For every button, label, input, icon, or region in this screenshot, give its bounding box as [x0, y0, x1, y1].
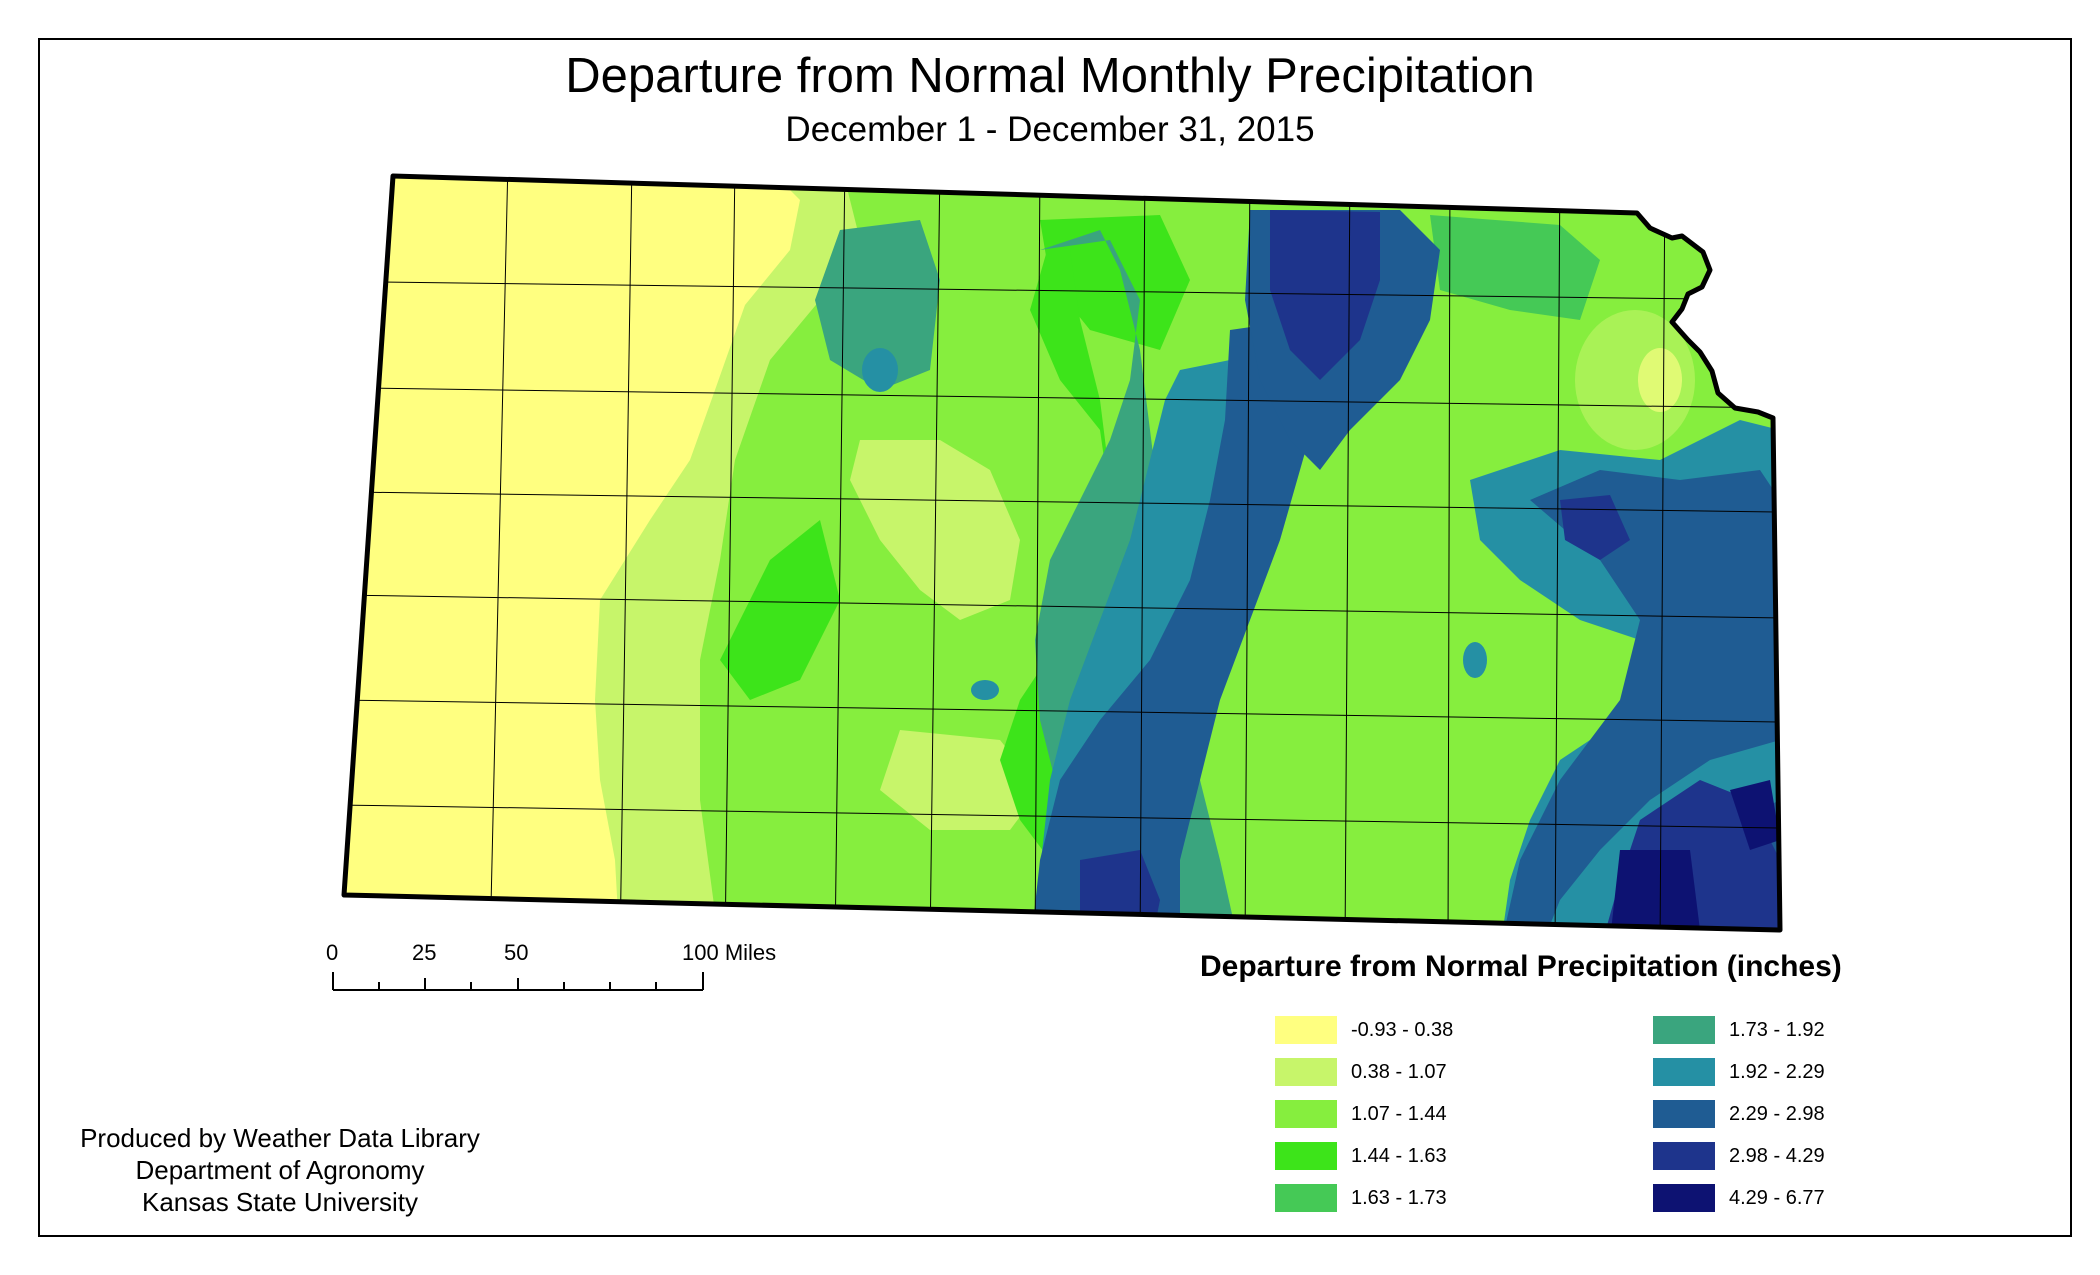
zone-light-green-central-2: [880, 730, 1040, 830]
spot-teal-1: [862, 348, 898, 392]
zone-teal-nw: [815, 220, 940, 390]
legend-swatch: [1275, 1058, 1337, 1086]
credit-line-3: Kansas State University: [141, 1187, 418, 1217]
kansas-outline: [341, 173, 1783, 933]
spot-teal-2: [971, 680, 999, 700]
zone-bright-green-1: [1040, 215, 1190, 350]
credit-line-2: Department of Agronomy: [135, 1155, 425, 1185]
legend-swatch: [1275, 1100, 1337, 1128]
legend-label: 1.73 - 1.92: [1729, 1018, 1825, 1041]
map-frame: [38, 38, 2072, 1237]
legend-label: -0.93 - 0.38: [1351, 1018, 1454, 1041]
legend-swatch: [1653, 1100, 1715, 1128]
zone-navy-east: [1560, 495, 1630, 560]
legend-label: 2.98 - 4.29: [1729, 1144, 1825, 1167]
credit-line-1: Produced by Weather Data Library: [80, 1123, 480, 1153]
legend-label: 1.63 - 1.73: [1351, 1186, 1447, 1209]
scale-bar: [332, 972, 704, 991]
scale-label-50: 50: [504, 940, 529, 965]
legend-swatch: [1275, 1016, 1337, 1044]
legend-item: 1.92 - 2.29: [1653, 1057, 1825, 1087]
legend-label: 1.92 - 2.29: [1729, 1060, 1825, 1083]
legend-item: 2.98 - 4.29: [1653, 1141, 1825, 1171]
legend-item: 1.07 - 1.44: [1275, 1099, 1447, 1129]
county-lines: [344, 176, 1780, 930]
spot-lightgreen-ne: [1575, 310, 1695, 450]
precipitation-fill: [344, 176, 1780, 930]
legend-swatch: [1653, 1184, 1715, 1212]
scale-label-0: 0: [326, 940, 339, 965]
zone-deep-navy-se: [1610, 850, 1700, 930]
scale-label-100: 100 Miles: [682, 940, 777, 965]
legend-label: 2.29 - 2.98: [1729, 1102, 1825, 1125]
legend-swatch: [1653, 1142, 1715, 1170]
legend-title: Departure from Normal Precipitation (inc…: [1200, 950, 1842, 983]
zone-bright-green-2: [720, 520, 840, 700]
zone-navy-north: [1270, 210, 1380, 380]
legend-swatch: [1275, 1184, 1337, 1212]
zone-yellow-west: [344, 176, 800, 930]
legend-label: 1.07 - 1.44: [1351, 1102, 1447, 1125]
legend-swatch: [1653, 1058, 1715, 1086]
credits: Produced by Weather Data Library Departm…: [60, 1122, 500, 1218]
legend-swatch: [1275, 1142, 1337, 1170]
zone-blue-east: [1500, 470, 1780, 930]
map-subtitle: December 1 - December 31, 2015: [785, 110, 1315, 149]
legend-swatch: [1653, 1016, 1715, 1044]
zone-deep-navy-e: [1730, 780, 1780, 850]
legend-item: 4.29 - 6.77: [1653, 1183, 1825, 1213]
legend-item: -0.93 - 0.38: [1275, 1015, 1453, 1045]
legend-item: 1.63 - 1.73: [1275, 1183, 1447, 1213]
zone-teal-ne: [1430, 215, 1600, 320]
legend-label: 0.38 - 1.07: [1351, 1060, 1447, 1083]
legend-item: 1.73 - 1.92: [1653, 1015, 1825, 1045]
legend-label: 4.29 - 6.77: [1729, 1186, 1825, 1209]
legend-label: 1.44 - 1.63: [1351, 1144, 1447, 1167]
legend-item: 1.44 - 1.63: [1275, 1141, 1447, 1171]
legend-item: 0.38 - 1.07: [1275, 1057, 1447, 1087]
spot-teal-3: [1463, 642, 1487, 678]
map-title: Departure from Normal Monthly Precipitat…: [565, 49, 1535, 103]
scale-label-25: 25: [412, 940, 437, 965]
legend-item: 2.29 - 2.98: [1653, 1099, 1825, 1129]
